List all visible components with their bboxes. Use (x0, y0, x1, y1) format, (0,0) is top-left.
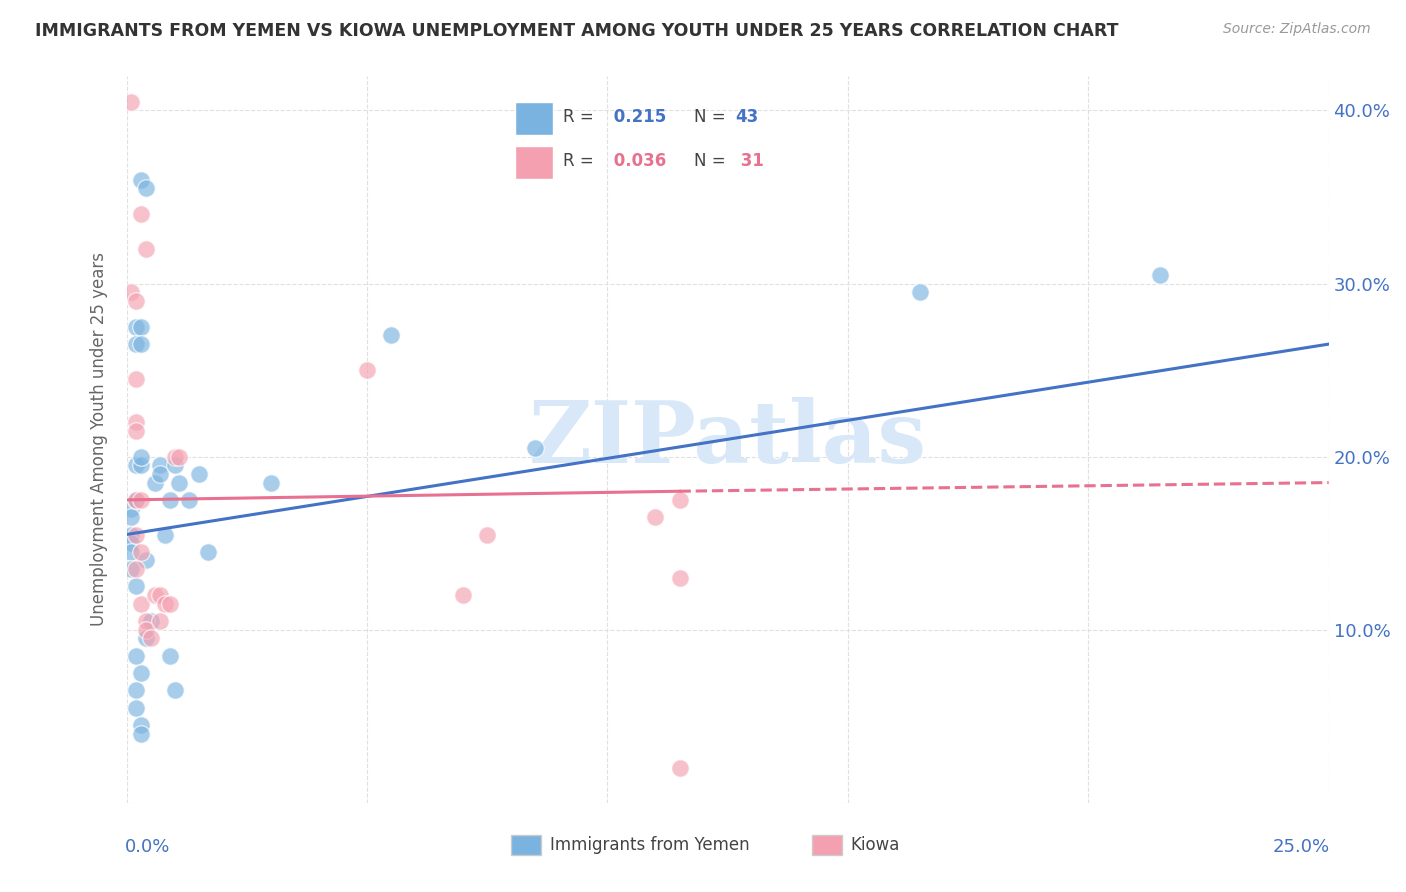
Point (475, 527, 498, 541)
Point (135, 242, 157, 256)
Point (135, 623, 157, 637)
FancyBboxPatch shape (811, 835, 842, 855)
Point (125, 492, 148, 507)
Point (135, 553, 157, 567)
Point (120, 95, 142, 109)
Point (163, 450, 186, 464)
Point (129, 718, 152, 732)
Point (125, 372, 148, 386)
Point (145, 475, 167, 490)
Point (668, 492, 690, 507)
Point (187, 467, 209, 481)
Point (125, 579, 148, 593)
Text: IMMIGRANTS FROM YEMEN VS KIOWA UNEMPLOYMENT AMONG YOUTH UNDER 25 YEARS CORRELATI: IMMIGRANTS FROM YEMEN VS KIOWA UNEMPLOYM… (35, 22, 1119, 40)
Point (120, 545, 142, 559)
Point (135, 181, 157, 195)
Point (125, 319, 148, 334)
Point (163, 683, 186, 698)
Point (120, 527, 142, 541)
Point (159, 648, 181, 663)
Point (129, 492, 152, 507)
Point (129, 597, 152, 611)
Text: 0.0%: 0.0% (125, 838, 170, 855)
Point (668, 571, 690, 585)
Point (125, 424, 148, 438)
Point (197, 545, 219, 559)
Text: Immigrants from Yemen: Immigrants from Yemen (550, 836, 749, 854)
Point (149, 458, 172, 473)
Point (125, 415, 148, 429)
Point (139, 614, 162, 628)
Point (129, 726, 152, 740)
Point (125, 492, 148, 507)
Point (135, 614, 157, 628)
Point (260, 475, 283, 490)
Point (153, 597, 176, 611)
Point (668, 761, 690, 775)
Point (129, 450, 152, 464)
Point (129, 337, 152, 351)
Point (125, 337, 148, 351)
Point (159, 597, 181, 611)
Point (139, 632, 162, 646)
Point (129, 207, 152, 221)
Point (129, 172, 152, 186)
Point (1149, 268, 1171, 282)
Point (129, 458, 152, 473)
Point (145, 588, 167, 602)
Text: 25.0%: 25.0% (1272, 838, 1330, 855)
Point (125, 458, 148, 473)
Point (125, 562, 148, 576)
Point (129, 665, 152, 680)
FancyBboxPatch shape (512, 835, 541, 855)
Point (120, 501, 142, 516)
Point (153, 527, 176, 541)
Text: Source: ZipAtlas.com: Source: ZipAtlas.com (1223, 22, 1371, 37)
Point (125, 293, 148, 308)
Point (125, 648, 148, 663)
Point (120, 285, 142, 300)
Point (125, 527, 148, 541)
Point (177, 492, 200, 507)
Text: ZIPatlas: ZIPatlas (529, 397, 927, 482)
Point (129, 319, 152, 334)
Point (129, 545, 152, 559)
Point (120, 562, 142, 576)
Point (149, 467, 172, 481)
Y-axis label: Unemployment Among Youth under 25 years: Unemployment Among Youth under 25 years (90, 252, 108, 626)
Point (163, 458, 186, 473)
Point (356, 363, 378, 377)
Point (125, 700, 148, 714)
Point (644, 510, 666, 524)
Point (125, 683, 148, 698)
Point (169, 450, 191, 464)
Point (149, 614, 172, 628)
Point (149, 588, 172, 602)
Point (135, 632, 157, 646)
Point (169, 475, 191, 490)
Point (451, 588, 474, 602)
Point (380, 328, 402, 343)
Point (159, 492, 181, 507)
Text: Kiowa: Kiowa (851, 836, 900, 854)
Point (120, 510, 142, 524)
Point (120, 536, 142, 550)
Point (908, 285, 931, 300)
Point (524, 441, 547, 455)
